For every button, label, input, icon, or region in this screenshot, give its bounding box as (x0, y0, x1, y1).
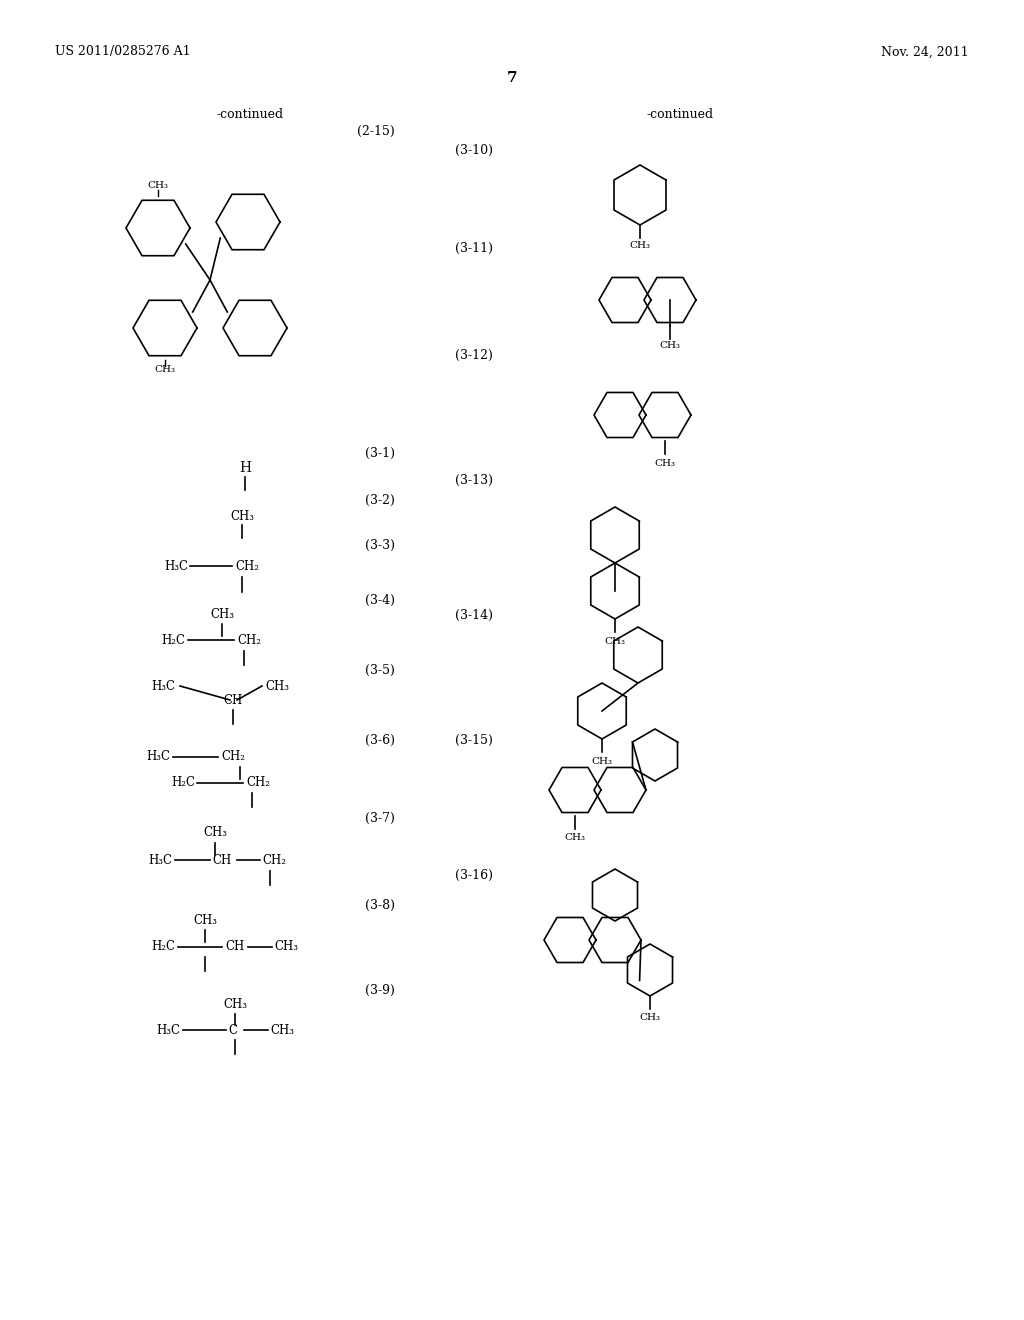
Text: CH₂: CH₂ (234, 560, 259, 573)
Text: (3-9): (3-9) (366, 983, 395, 997)
Text: CH₃: CH₃ (147, 181, 169, 190)
Text: CH₃: CH₃ (654, 458, 676, 467)
Text: H₃C: H₃C (151, 680, 175, 693)
Text: (3-13): (3-13) (455, 474, 493, 487)
Text: (3-2): (3-2) (366, 494, 395, 507)
Text: CH₃: CH₃ (274, 940, 298, 953)
Text: (3-6): (3-6) (365, 734, 395, 747)
Text: (3-5): (3-5) (366, 664, 395, 676)
Text: (3-7): (3-7) (366, 812, 395, 825)
Text: US 2011/0285276 A1: US 2011/0285276 A1 (55, 45, 190, 58)
Text: CH₃: CH₃ (155, 366, 175, 375)
Text: CH₃: CH₃ (193, 913, 217, 927)
Text: CH: CH (223, 693, 243, 706)
Text: -continued: -continued (646, 108, 714, 121)
Text: CH₃: CH₃ (203, 825, 227, 838)
Text: CH₃: CH₃ (265, 680, 289, 693)
Text: CH₃: CH₃ (270, 1023, 294, 1036)
Text: H₂C: H₂C (171, 776, 195, 789)
Text: CH₂: CH₂ (262, 854, 286, 866)
Text: (2-15): (2-15) (357, 124, 395, 137)
Text: (3-3): (3-3) (365, 539, 395, 552)
Text: CH₃: CH₃ (230, 510, 254, 523)
Text: CH₃: CH₃ (604, 636, 626, 645)
Text: H₃C: H₃C (164, 560, 188, 573)
Text: Nov. 24, 2011: Nov. 24, 2011 (882, 45, 969, 58)
Text: (3-1): (3-1) (365, 446, 395, 459)
Text: (3-10): (3-10) (455, 144, 493, 157)
Text: CH₃: CH₃ (564, 833, 586, 842)
Text: CH₂: CH₂ (221, 751, 245, 763)
Text: CH₂: CH₂ (237, 634, 261, 647)
Text: H₃C: H₃C (148, 854, 172, 866)
Text: (3-16): (3-16) (455, 869, 493, 882)
Text: CH₂: CH₂ (246, 776, 270, 789)
Text: CH₃: CH₃ (223, 998, 247, 1011)
Text: (3-11): (3-11) (455, 242, 493, 255)
Text: CH₃: CH₃ (210, 607, 234, 620)
Text: H₂C: H₂C (151, 940, 175, 953)
Text: (3-4): (3-4) (365, 594, 395, 606)
Text: (3-8): (3-8) (365, 899, 395, 912)
Text: H₃C: H₃C (156, 1023, 180, 1036)
Text: CH: CH (225, 940, 245, 953)
Text: (3-15): (3-15) (455, 734, 493, 747)
Text: H₂C: H₂C (161, 634, 185, 647)
Text: CH₃: CH₃ (640, 1014, 660, 1023)
Text: (3-12): (3-12) (455, 348, 493, 362)
Text: 7: 7 (507, 71, 517, 84)
Text: CH₃: CH₃ (630, 240, 650, 249)
Text: CH: CH (212, 854, 231, 866)
Text: (3-14): (3-14) (455, 609, 493, 622)
Text: CH₃: CH₃ (592, 756, 612, 766)
Text: C: C (228, 1023, 237, 1036)
Text: CH₃: CH₃ (659, 342, 681, 351)
Text: H: H (239, 461, 251, 475)
Text: H₃C: H₃C (146, 751, 170, 763)
Text: -continued: -continued (216, 108, 284, 121)
